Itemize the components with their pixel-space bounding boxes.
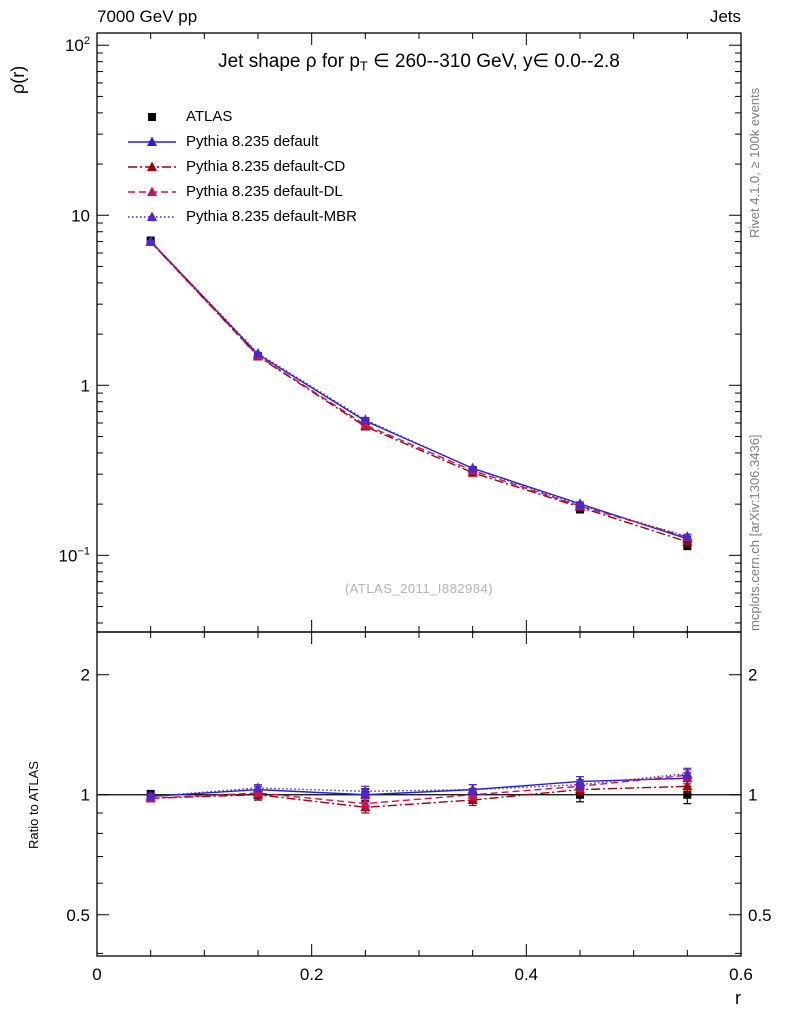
legend-item-pythia-default-dl: Pythia 8.235 default-DL [128, 179, 357, 204]
legend-label: Pythia 8.235 default [186, 133, 319, 150]
legend: ATLAS Pythia 8.235 default Pythia 8.235 … [128, 104, 357, 229]
svg-text:0: 0 [92, 965, 101, 984]
legend-item-pythia-default-cd: Pythia 8.235 default-CD [128, 154, 357, 179]
pythia-default-marker-icon [128, 136, 176, 146]
pythia-default-mbr-marker-icon [128, 211, 176, 221]
mcplots-reference-caption: mcplots.cern.ch [arXiv:1306.3436] [747, 434, 762, 631]
svg-text:10: 10 [71, 206, 90, 225]
header-analysis-group: Jets [709, 7, 741, 26]
header-beam-energy: 7000 GeV pp [97, 7, 198, 26]
legend-item-pythia-default-mbr: Pythia 8.235 default-MBR [128, 204, 357, 229]
legend-label: Pythia 8.235 default-DL [186, 183, 343, 200]
plot-title-subscript: T [359, 58, 368, 74]
legend-item-pythia-default: Pythia 8.235 default [128, 129, 357, 154]
analysis-id-watermark: (ATLAS_2011_I882984) [344, 581, 494, 596]
legend-label: Pythia 8.235 default-CD [186, 158, 346, 175]
svg-text:1: 1 [748, 786, 757, 805]
svg-text:0.2: 0.2 [300, 965, 324, 984]
legend-label: ATLAS [186, 108, 233, 125]
atlas-marker-icon [148, 112, 156, 121]
ratio-axis-title: Ratio to ATLAS [26, 761, 41, 849]
rivet-version-caption: Rivet 4.1.0, ≥ 100k events [747, 87, 762, 238]
svg-text:0.5: 0.5 [748, 906, 772, 925]
legend-item-atlas: ATLAS [128, 104, 357, 129]
legend-label: Pythia 8.235 default-MBR [186, 208, 357, 225]
svg-text:10−1: 10−1 [59, 545, 90, 565]
svg-text:102: 102 [65, 35, 90, 55]
plot-title-text: Jet shape ρ for p [218, 51, 360, 72]
plot-title-rest: ∈ 260--310 GeV, y∈ 0.0--2.8 [367, 51, 620, 72]
svg-text:0.4: 0.4 [515, 965, 539, 984]
svg-text:2: 2 [81, 666, 90, 685]
pythia-default-cd-marker-icon [128, 161, 176, 171]
y-axis-title: ρ(r) [8, 65, 28, 94]
svg-text:2: 2 [748, 666, 757, 685]
svg-text:0.5: 0.5 [66, 906, 90, 925]
svg-text:1: 1 [81, 786, 90, 805]
x-axis-title: r [735, 988, 741, 1008]
plot-title: Jet shape ρ for pT ∈ 260--310 GeV, y∈ 0.… [97, 50, 741, 73]
svg-text:1: 1 [81, 376, 90, 395]
pythia-default-dl-marker-icon [128, 186, 176, 196]
svg-text:0.6: 0.6 [729, 965, 753, 984]
